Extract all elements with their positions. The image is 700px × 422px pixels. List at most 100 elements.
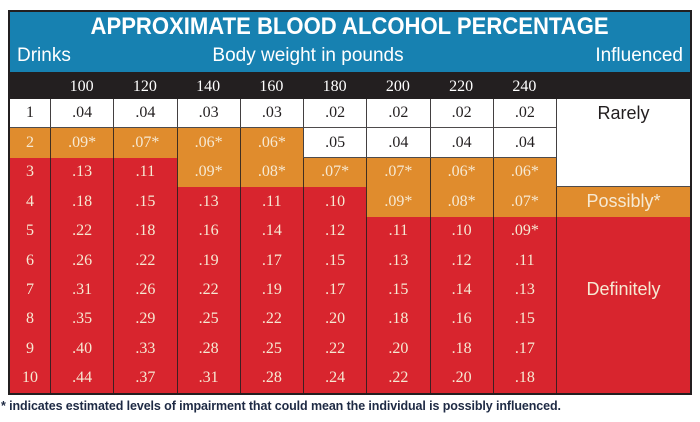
bac-value-cell: .20 [366, 334, 430, 364]
bac-value-cell: .13 [50, 157, 114, 188]
bac-value-cell: .28 [176, 334, 240, 364]
weight-col-label: 180 [322, 77, 347, 95]
bac-value-cell: .35 [50, 304, 114, 335]
bac-value-cell: .06* [429, 157, 493, 188]
header-drinks: Drinks [17, 45, 71, 66]
bac-value-cell: .13 [366, 245, 430, 276]
bac-value-cell: .08* [429, 187, 493, 217]
bac-value-cell: .04 [366, 128, 430, 158]
bac-value-cell: .28 [239, 363, 303, 393]
drinks-cell: 4 [10, 187, 50, 217]
bac-value-cell: .44 [50, 363, 114, 393]
bac-value-cell: .02 [429, 99, 493, 129]
weight-col-label: 120 [132, 77, 157, 95]
bac-value-cell: .04 [113, 99, 177, 129]
drinks-cell: 10 [10, 363, 50, 393]
bac-value-cell: .06* [492, 157, 556, 188]
weight-col-label: 100 [69, 77, 94, 95]
bac-value-cell: .18 [113, 216, 177, 246]
drinks-cell: 8 [10, 304, 50, 335]
bac-value-cell: .40 [50, 334, 114, 364]
bac-value-cell: .03 [176, 99, 240, 129]
bac-value-cell: .08* [239, 157, 303, 188]
bac-value-cell: .12 [429, 245, 493, 276]
bac-table: APPROXIMATE BLOOD ALCOHOL PERCENTAGE Dri… [8, 10, 692, 395]
bac-value-cell: .12 [303, 216, 367, 246]
bac-value-cell: .31 [176, 363, 240, 393]
bac-value-cell: .05 [303, 128, 367, 158]
bac-value-cell: .02 [366, 99, 430, 129]
table-title-bar: APPROXIMATE BLOOD ALCOHOL PERCENTAGE [10, 12, 690, 42]
bac-value-cell: .16 [429, 304, 493, 335]
bac-value-cell: .20 [429, 363, 493, 393]
bac-value-cell: .09* [492, 216, 556, 246]
bac-value-cell: .07* [303, 157, 367, 188]
bac-value-cell: .14 [239, 216, 303, 246]
weight-col-label: 240 [512, 77, 537, 95]
table-header-row: Drinks Body weight in pounds Influenced [10, 42, 690, 72]
bac-value-cell: .22 [366, 363, 430, 393]
bac-value-cell: .25 [239, 334, 303, 364]
bac-value-cell: .03 [239, 99, 303, 129]
bac-value-cell: .02 [492, 99, 556, 129]
drinks-cell: 6 [10, 245, 50, 276]
table-title: APPROXIMATE BLOOD ALCOHOL PERCENTAGE [90, 13, 610, 40]
influence-cell-possibly: Possibly* [556, 187, 690, 217]
bac-value-cell: .19 [239, 275, 303, 305]
bac-value-cell: .17 [303, 275, 367, 305]
bac-value-cell: .11 [366, 216, 430, 246]
bac-value-cell: .17 [492, 334, 556, 364]
bac-value-cell: .22 [303, 334, 367, 364]
influence-cell-rarely: Rarely [556, 99, 690, 188]
bac-value-cell: .26 [113, 275, 177, 305]
bac-value-cell: .16 [176, 216, 240, 246]
bac-value-cell: .09* [366, 187, 430, 217]
bac-value-cell: .29 [113, 304, 177, 335]
bac-value-cell: .20 [303, 304, 367, 335]
bac-value-cell: .13 [492, 275, 556, 305]
bac-value-cell: .25 [176, 304, 240, 335]
bac-value-cell: .06* [176, 128, 240, 158]
bac-value-cell: .18 [429, 334, 493, 364]
bac-value-cell: .18 [492, 363, 556, 393]
bac-value-cell: .22 [113, 245, 177, 276]
bac-value-cell: .26 [50, 245, 114, 276]
bac-value-cell: .10 [303, 187, 367, 217]
bac-value-cell: .07* [492, 187, 556, 217]
bac-value-cell: .22 [239, 304, 303, 335]
weight-col-label: 140 [196, 77, 221, 95]
bac-value-cell: .15 [303, 245, 367, 276]
bac-value-cell: .11 [492, 245, 556, 276]
bac-value-cell: .09* [50, 128, 114, 158]
bac-value-cell: .15 [492, 304, 556, 335]
bac-value-cell: .11 [239, 187, 303, 217]
bac-value-cell: .14 [429, 275, 493, 305]
bac-value-cell: .18 [366, 304, 430, 335]
drinks-cell: 7 [10, 275, 50, 305]
bac-value-cell: .33 [113, 334, 177, 364]
bac-value-cell: .04 [50, 99, 114, 129]
influence-cell-definitely: Definitely [556, 216, 690, 393]
header-body-weight: Body weight in pounds [212, 45, 404, 66]
drinks-cell: 5 [10, 216, 50, 246]
bac-value-cell: .18 [50, 187, 114, 217]
bac-value-cell: .15 [366, 275, 430, 305]
bac-value-cell: .09* [176, 157, 240, 188]
bac-value-cell: .13 [176, 187, 240, 217]
bac-value-cell: .24 [303, 363, 367, 393]
drinks-cell: 9 [10, 334, 50, 364]
bac-value-cell: .19 [176, 245, 240, 276]
weight-col-label: 200 [385, 77, 410, 95]
bac-value-cell: .37 [113, 363, 177, 393]
bac-value-cell: .04 [429, 128, 493, 158]
footnote: * indicates estimated levels of impairme… [1, 399, 561, 413]
bac-value-cell: .31 [50, 275, 114, 305]
bac-value-cell: .15 [113, 187, 177, 217]
bac-value-cell: .02 [303, 99, 367, 129]
bac-value-cell: .07* [366, 157, 430, 188]
weight-col-label: 160 [259, 77, 284, 95]
weight-col-label: 220 [449, 77, 474, 95]
bac-value-cell: .17 [239, 245, 303, 276]
bac-value-cell: .22 [50, 216, 114, 246]
